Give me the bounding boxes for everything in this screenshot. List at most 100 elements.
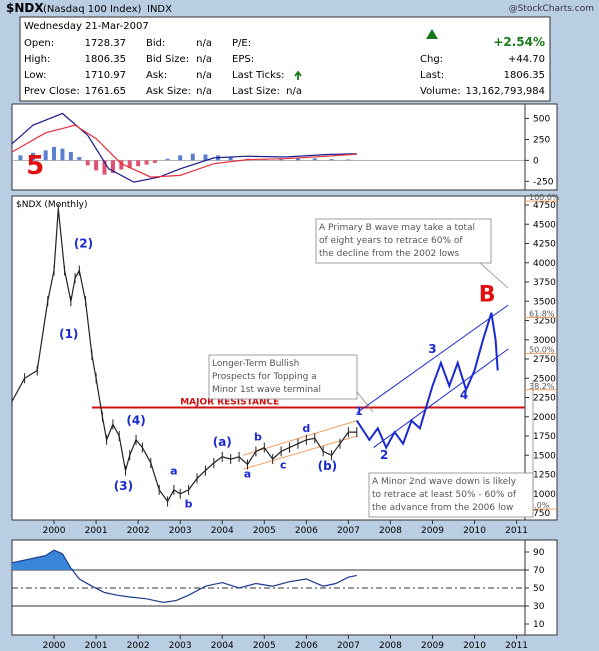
macd-histogram-bar [152, 160, 157, 163]
price-y-tick-label: 2750 [533, 355, 556, 365]
chg-label: Chg: [420, 54, 443, 65]
bullish-pointer [356, 391, 374, 413]
ask-size-value: n/a [196, 86, 212, 97]
macd-histogram-bar [119, 160, 124, 170]
chg-value: +44.70 [508, 54, 545, 65]
price-layer: $NDX (Monthly) 47504500425040003750350032… [11, 151, 560, 566]
macd-histogram-bar [52, 147, 57, 161]
low-label: Low: [24, 70, 47, 81]
x-tick-label: 2003 [169, 526, 192, 536]
price-y-tick-label: 750 [533, 509, 550, 519]
projection-path [355, 312, 499, 450]
source-label: @StockCharts.com [509, 4, 594, 14]
macd-histogram-bar [43, 150, 48, 161]
primary-b-note-text: A Primary B wave may take a total [319, 223, 475, 233]
macd-tick-label: 250 [533, 135, 550, 145]
wave-b-minor-label: b [254, 431, 262, 444]
price-y-tick-label: 4500 [533, 220, 556, 230]
bid-label: Bid: [146, 38, 165, 49]
macd-panel [11, 103, 558, 191]
wave-d-label: d [302, 422, 310, 435]
rsi-x-tick-label: 2004 [211, 641, 234, 651]
macd-tick-label: 0 [533, 156, 539, 166]
quote-date: Wednesday 21-Mar-2007 [24, 21, 149, 32]
macd-histogram-bar [60, 148, 65, 161]
rsi-x-tick-label: 2003 [169, 641, 192, 651]
macd-histogram-bar [94, 160, 99, 171]
bullish-note-text: Longer-Term Bullish [212, 359, 299, 369]
projection-4-label: 4 [460, 388, 468, 402]
rsi-panel [11, 539, 558, 636]
macd-histogram-bar [295, 157, 300, 161]
up-triangle-icon [426, 29, 438, 39]
bullish-note-text: Minor 1st wave terminal [212, 385, 321, 395]
open-value: 1728.37 [85, 38, 126, 49]
orange-channel-lower [243, 435, 357, 470]
macd-histogram-bar [127, 160, 132, 168]
low-value: 1710.97 [85, 70, 126, 81]
rsi-x-tick-label: 2009 [421, 641, 444, 651]
wave-B-label: B [479, 282, 496, 307]
price-y-tick-label: 3750 [533, 278, 556, 288]
symbol-label: $NDX [6, 1, 44, 15]
minor-2nd-note-box [368, 472, 534, 518]
fib-level-label: 100.0% [529, 193, 560, 202]
wave-a-label: a [170, 465, 177, 478]
primary-b-note-text: the decline from the 2002 lows [319, 249, 460, 259]
exchange-label: INDX [147, 4, 172, 15]
macd-histogram-bar [203, 154, 208, 161]
macd-histogram-bar [312, 158, 317, 161]
wave-paren-b-label: (b) [318, 459, 338, 473]
macd-tick-label: -250 [533, 177, 554, 187]
index-name-label: (Nasdaq 100 Index) [43, 4, 142, 15]
bid-size-value: n/a [196, 54, 212, 65]
rsi-x-tick-label: 2010 [463, 641, 486, 651]
minor-2nd-note-text: A Minor 2nd wave down is likely [372, 477, 517, 487]
price-y-tick-label: 2500 [533, 374, 556, 384]
high-label: High: [24, 54, 50, 65]
x-tick-label: 2010 [463, 526, 486, 536]
price-y-tick-label: 1500 [533, 451, 556, 461]
up-arrow-icon [294, 70, 302, 80]
bullish-note-box [208, 354, 358, 400]
fib-level-label: 50.0% [529, 346, 555, 355]
wave-c-label: c [280, 458, 287, 471]
projection-3-label: 3 [428, 342, 436, 356]
open-label: Open: [24, 38, 54, 49]
x-tick-label: 2011 [505, 526, 528, 536]
price-y-tick-label: 4250 [533, 240, 556, 250]
rsi-tick-label: 10 [533, 620, 545, 630]
rsi-x-tick-label: 2011 [505, 641, 528, 651]
macd-layer: 500 250 0 -250 [11, 104, 554, 190]
rsi-x-tick-label: 2005 [253, 641, 276, 651]
macd-histogram-bar [329, 159, 334, 161]
projection-channel-lower [373, 348, 509, 448]
rsi-overbought-fill [12, 550, 78, 570]
rsi-x-tick-label: 2006 [295, 641, 318, 651]
macd-histogram-bar [144, 160, 149, 165]
x-tick-label: 2007 [337, 526, 360, 536]
price-y-tick-label: 4000 [533, 259, 556, 269]
x-tick-label: 2005 [253, 526, 276, 536]
rsi-tick-label: 50 [533, 584, 545, 594]
prev-close-label: Prev Close: [24, 86, 80, 97]
rsi-layer: 90 70 50 30 10 2000 2001 2002 2003 2004 2005 2006 20… [11, 540, 545, 651]
macd-histogram-bar [178, 155, 183, 161]
x-tick-label: 2008 [379, 526, 402, 536]
macd-histogram-bar [190, 153, 195, 161]
orange-channel-upper [243, 420, 357, 456]
rsi-tick-label: 70 [533, 566, 545, 576]
macd-histogram-bar [165, 158, 170, 161]
minor-2nd-note-text: to retrace at least 50% - 60% of [372, 490, 517, 500]
minor-2nd-note-text: the advance from the 2006 low [372, 503, 513, 513]
quote-table: Wednesday 21-Mar-2007 Open: 1728.37 High… [24, 21, 545, 97]
wave-3-label: (3) [114, 479, 133, 493]
price-y-tick-label: 1000 [533, 490, 556, 500]
projection-2-label: 2 [380, 448, 388, 462]
wave-1-label: (1) [59, 327, 78, 341]
ask-value: n/a [196, 70, 212, 81]
wave-5-label: 5 [26, 151, 44, 181]
macd-signal-line [11, 124, 357, 178]
wave-4-label: (4) [126, 413, 145, 427]
